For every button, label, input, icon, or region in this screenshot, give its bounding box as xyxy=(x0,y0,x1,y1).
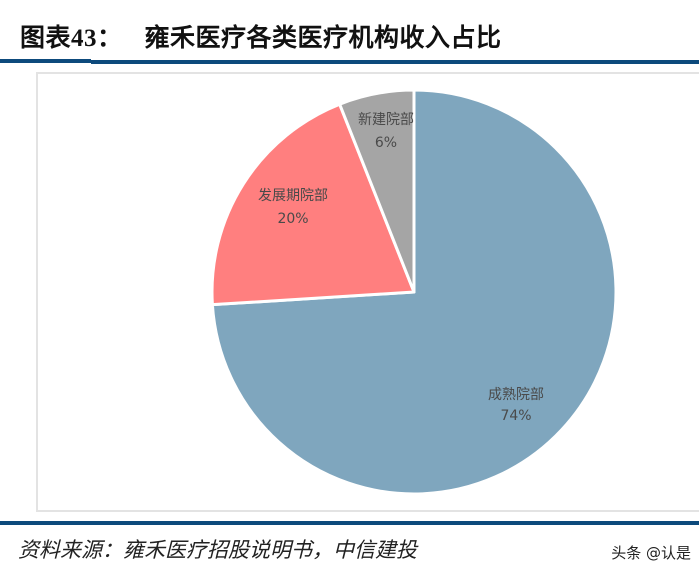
source-note: 资料来源：雍禾医疗招股说明书，中信建投 xyxy=(18,538,417,562)
slice-developing xyxy=(210,102,416,307)
slice-new xyxy=(338,88,416,294)
slice-label-new: 新建院部 6% xyxy=(358,112,414,151)
label-mature-pct: 74% xyxy=(500,408,531,424)
pie-slices xyxy=(210,88,618,496)
watermark: 头条 @认是 xyxy=(611,544,691,562)
label-developing-pct: 20% xyxy=(277,211,308,227)
top-rule-left xyxy=(0,59,91,63)
figure-number: 43： xyxy=(71,25,123,52)
label-new-pct: 6% xyxy=(375,135,397,151)
top-rule xyxy=(91,60,699,64)
bottom-rule xyxy=(0,521,699,525)
label-developing-name: 发展期院部 xyxy=(258,188,328,204)
slice-label-mature: 成熟院部 74% xyxy=(488,387,544,424)
label-mature-name: 成熟院部 xyxy=(488,387,544,403)
figure-label: 图表 xyxy=(20,23,72,52)
label-new-name: 新建院部 xyxy=(358,112,414,128)
slice-label-developing: 发展期院部 20% xyxy=(258,188,328,227)
figure-title: 雍禾医疗各类医疗机构收入占比 xyxy=(144,23,502,52)
chart-title: 图表43： 雍禾医疗各类医疗机构收入占比 xyxy=(20,18,502,54)
